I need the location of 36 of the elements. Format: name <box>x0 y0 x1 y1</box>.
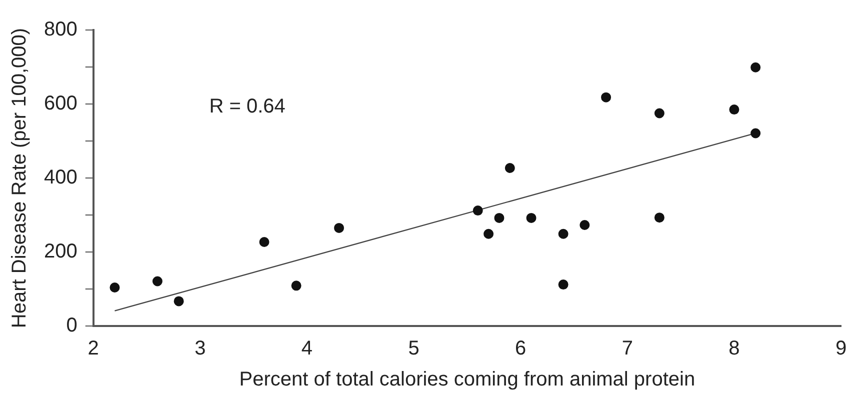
point <box>484 228 494 239</box>
point <box>526 212 536 223</box>
point <box>110 282 120 293</box>
y-tick-label: 800 <box>44 18 78 41</box>
y-axis-title: Heart Disease Rate (per 100,000) <box>8 28 31 328</box>
point <box>750 128 761 138</box>
point <box>654 108 664 118</box>
point <box>291 280 302 291</box>
x-tick-label: 3 <box>194 338 206 360</box>
point <box>494 212 504 223</box>
point <box>558 228 568 239</box>
point <box>334 222 344 233</box>
x-tick-label: 2 <box>88 338 99 360</box>
y-tick-label: 200 <box>44 240 78 263</box>
point <box>750 62 761 72</box>
point <box>601 92 612 102</box>
point <box>558 280 568 290</box>
y-tick-label: 600 <box>44 92 78 115</box>
point <box>259 237 270 248</box>
x-tick-label: 8 <box>728 338 740 360</box>
annotation: R = 0.64 <box>209 95 286 118</box>
x-tick-label: 9 <box>835 338 847 360</box>
point <box>504 163 515 174</box>
point <box>580 220 590 230</box>
point <box>174 296 184 306</box>
x-tick-label: 5 <box>408 338 420 360</box>
point <box>654 212 664 223</box>
x-axis-title: Percent of total calories coming from animal protein <box>239 368 696 391</box>
x-tick-label: 7 <box>622 338 633 360</box>
y-tick-label: 0 <box>66 314 78 337</box>
x-tick-label: 6 <box>515 338 526 360</box>
point <box>152 276 162 286</box>
x-tick-label: 4 <box>301 338 313 360</box>
y-tick-label: 400 <box>44 166 78 189</box>
point <box>729 104 740 115</box>
point <box>472 206 483 216</box>
